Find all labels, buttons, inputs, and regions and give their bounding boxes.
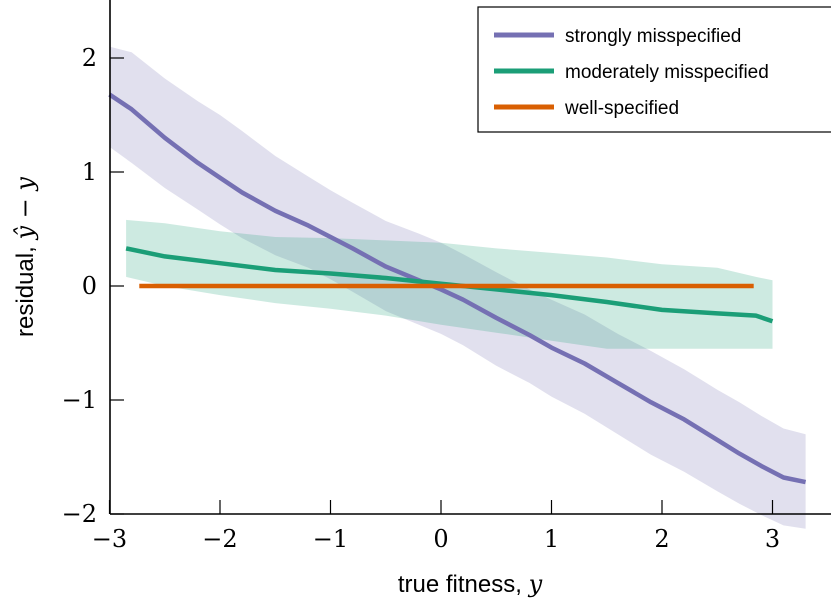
legend-label-moderately-misspecified: moderately misspecified [565,62,769,83]
x-tick-label: 3 [765,525,780,553]
y-tick-label: −1 [62,386,97,414]
x-tick-label: −1 [313,525,348,553]
y-ticks: −2 −1 0 1 2 [62,44,124,528]
x-tick-label: 2 [654,525,669,553]
y-tick-label: 1 [82,158,97,186]
legend: strongly misspecified moderately misspeci… [477,6,831,133]
x-axis-label-math: y [528,570,543,598]
series-lines [108,92,807,485]
x-axis-label-text: true fitness, [398,571,529,598]
y-axis-label: residual, ŷ − y [11,177,39,337]
y-tick-label: −2 [62,500,97,528]
y-axis-label-text: residual, [12,240,39,337]
legend-label-strongly-misspecified: strongly misspecified [565,26,741,47]
x-axis-label: true fitness, y [398,570,543,598]
x-tick-label: −3 [92,525,127,553]
y-tick-label: 0 [82,272,97,300]
y-axis-label-math: ŷ − y [11,177,39,241]
y-tick-label: 2 [82,44,97,72]
axes [109,0,831,515]
x-tick-label: −2 [202,525,237,553]
x-tick-label: 1 [544,525,559,553]
line-strongly-misspecified [108,92,807,485]
x-ticks: −3 −2 −1 0 1 2 3 [92,500,780,553]
legend-label-well-specified: well-specified [564,98,679,119]
x-tick-label: 0 [433,525,448,553]
